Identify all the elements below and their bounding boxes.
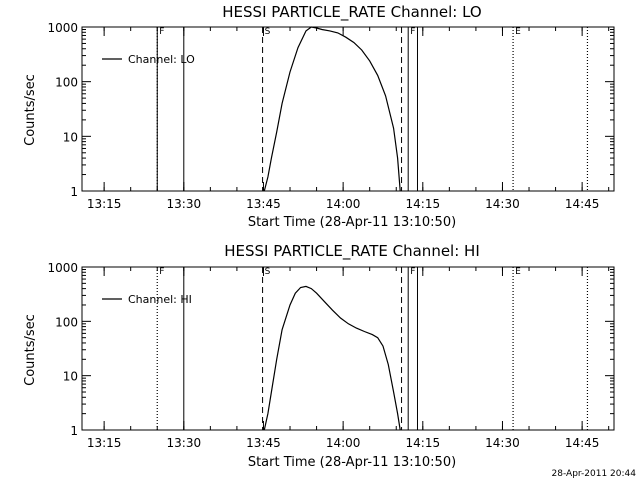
y-axis-label: Counts/sec <box>23 314 38 386</box>
x-tick-label: 14:00 <box>326 197 361 211</box>
y-tick-label: 1 <box>70 185 78 199</box>
x-tick-label: 13:15 <box>87 436 122 450</box>
chart-title: HESSI PARTICLE_RATE Channel: LO <box>222 3 481 22</box>
x-tick-label: 14:30 <box>485 197 520 211</box>
y-tick-label: 10 <box>63 370 78 384</box>
x-tick-label: 14:15 <box>406 197 441 211</box>
marker-letter: F <box>159 267 164 277</box>
marker-letter: S <box>265 267 271 277</box>
y-tick-label: 1000 <box>47 21 78 35</box>
x-tick-label: 14:30 <box>485 436 520 450</box>
x-tick-label: 13:45 <box>246 436 281 450</box>
y-tick-label: 100 <box>55 76 78 90</box>
panel-lo: HESSI PARTICLE_RATE Channel: LO Start Ti… <box>23 3 615 230</box>
marker-letter: F <box>410 27 415 37</box>
x-tick-label: 14:00 <box>326 436 361 450</box>
legend-label: Channel: HI <box>128 293 192 306</box>
x-axis-label: Start Time (28-Apr-11 13:10:50) <box>248 215 456 230</box>
x-tick-label: 14:45 <box>565 436 600 450</box>
series-line <box>263 285 401 431</box>
y-tick-label: 1000 <box>47 261 78 275</box>
y-axis-label: Counts/sec <box>23 74 38 146</box>
marker-letter: S <box>265 27 271 37</box>
x-tick-label: 14:45 <box>565 197 600 211</box>
x-tick-label: 13:15 <box>87 197 122 211</box>
legend-label: Channel: LO <box>128 53 195 66</box>
footer-timestamp: 28-Apr-2011 20:44 <box>552 469 637 479</box>
y-tick-label: 1 <box>70 424 78 438</box>
plot-frame <box>81 266 615 431</box>
chart-title: HESSI PARTICLE_RATE Channel: HI <box>224 242 480 261</box>
x-tick-label: 13:45 <box>246 197 281 211</box>
panel-hi: HESSI PARTICLE_RATE Channel: HI Start Ti… <box>23 242 615 470</box>
x-tick-label: 13:30 <box>167 197 202 211</box>
marker-letter: E <box>515 27 521 37</box>
y-tick-label: 10 <box>63 130 78 144</box>
plot-frame <box>81 26 615 192</box>
marker-letter: E <box>515 267 521 277</box>
series-line <box>263 26 401 192</box>
x-axis-label: Start Time (28-Apr-11 13:10:50) <box>248 455 456 470</box>
x-tick-label: 13:30 <box>167 436 202 450</box>
marker-letter: F <box>410 267 415 277</box>
x-tick-label: 14:15 <box>406 436 441 450</box>
y-tick-label: 100 <box>55 315 78 329</box>
marker-letter: F <box>159 27 164 37</box>
